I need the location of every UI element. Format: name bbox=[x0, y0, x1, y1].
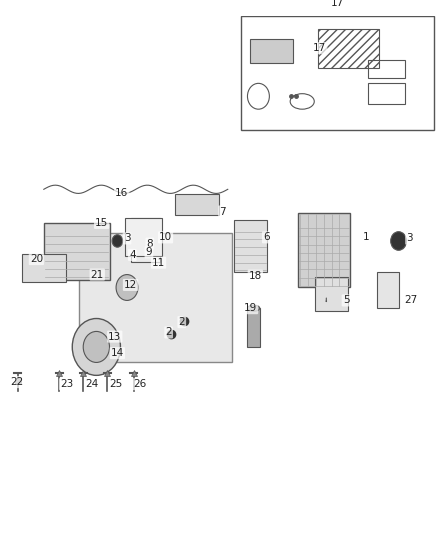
Text: 21: 21 bbox=[91, 270, 104, 280]
Text: 11: 11 bbox=[152, 257, 165, 268]
Text: 25: 25 bbox=[110, 379, 123, 389]
Text: 2: 2 bbox=[165, 327, 172, 337]
Text: 27: 27 bbox=[404, 295, 417, 305]
Text: 9: 9 bbox=[145, 247, 152, 257]
Ellipse shape bbox=[290, 94, 314, 109]
Text: 8: 8 bbox=[146, 239, 153, 248]
Circle shape bbox=[72, 319, 120, 375]
Bar bbox=[250, 39, 293, 63]
Text: 17: 17 bbox=[313, 43, 326, 53]
Bar bbox=[368, 83, 405, 104]
Text: 13: 13 bbox=[108, 332, 121, 342]
Text: 20: 20 bbox=[30, 254, 43, 264]
Text: 7: 7 bbox=[219, 206, 226, 216]
Bar bbox=[79, 233, 232, 362]
Bar bbox=[247, 308, 260, 347]
Text: 2: 2 bbox=[178, 317, 185, 327]
Text: 10: 10 bbox=[159, 232, 172, 243]
Bar bbox=[315, 277, 348, 311]
Text: 14: 14 bbox=[111, 348, 124, 358]
Text: 3: 3 bbox=[124, 233, 131, 244]
Circle shape bbox=[83, 332, 110, 362]
Ellipse shape bbox=[247, 305, 260, 311]
Circle shape bbox=[247, 83, 269, 109]
Text: 12: 12 bbox=[124, 280, 137, 290]
Bar bbox=[377, 272, 399, 308]
Bar bbox=[131, 217, 160, 262]
Text: 6: 6 bbox=[263, 232, 270, 243]
Bar bbox=[241, 16, 434, 130]
Bar bbox=[125, 217, 162, 256]
Bar bbox=[368, 60, 405, 78]
Text: 16: 16 bbox=[115, 188, 128, 198]
Text: 15: 15 bbox=[95, 218, 108, 228]
Bar bbox=[175, 195, 219, 215]
Text: 19: 19 bbox=[244, 303, 257, 313]
Circle shape bbox=[116, 274, 138, 301]
Text: 26: 26 bbox=[134, 379, 147, 389]
Text: 17: 17 bbox=[331, 0, 344, 9]
Circle shape bbox=[391, 232, 406, 251]
Bar bbox=[234, 220, 267, 272]
Text: 22: 22 bbox=[10, 377, 23, 387]
Text: 3: 3 bbox=[406, 233, 413, 244]
Bar bbox=[298, 213, 350, 287]
Text: 23: 23 bbox=[60, 379, 73, 389]
Circle shape bbox=[112, 235, 123, 247]
Text: 24: 24 bbox=[85, 379, 99, 389]
Text: 1: 1 bbox=[362, 232, 369, 243]
Text: 4: 4 bbox=[129, 250, 136, 260]
Text: 5: 5 bbox=[343, 295, 350, 305]
FancyArrowPatch shape bbox=[326, 298, 327, 302]
Bar bbox=[22, 254, 66, 282]
Bar bbox=[318, 29, 379, 68]
Bar bbox=[44, 223, 110, 280]
Text: 18: 18 bbox=[249, 271, 262, 280]
